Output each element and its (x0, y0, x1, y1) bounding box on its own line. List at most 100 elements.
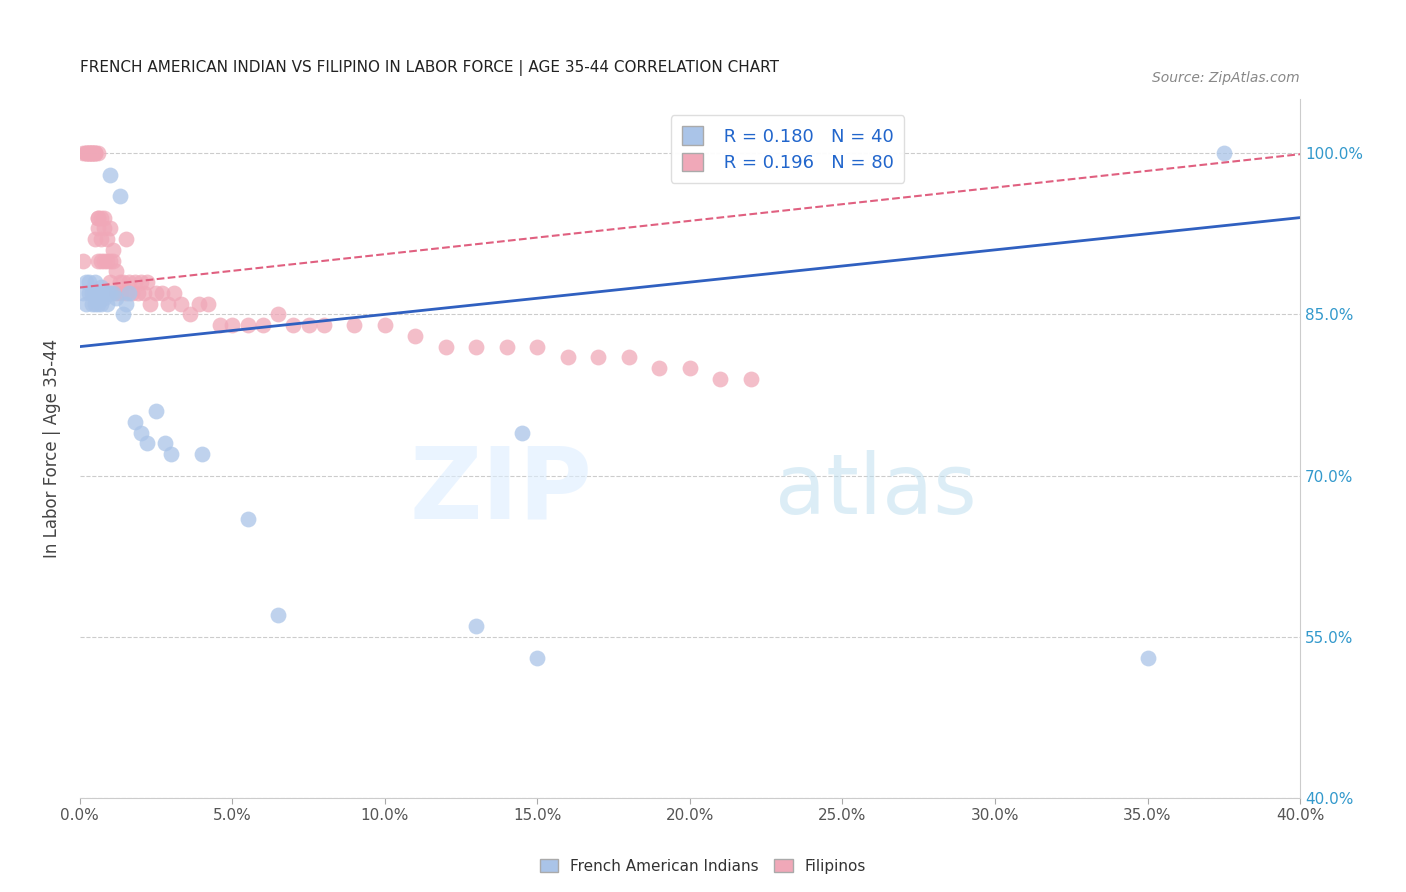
Point (648, 361, 671, 376)
Legend: French American Indians, Filipinos: French American Indians, Filipinos (534, 853, 872, 880)
Point (1212, 146, 1234, 161)
Point (129, 275, 152, 289)
Point (75, 146, 97, 161)
Point (155, 436, 177, 450)
Point (77, 146, 100, 161)
Point (100, 221, 122, 235)
Point (160, 447, 183, 461)
Point (526, 340, 548, 354)
Point (87, 211, 110, 225)
Point (87, 221, 110, 235)
Point (84, 275, 107, 289)
Point (617, 351, 640, 365)
Point (236, 511, 259, 525)
Point (72, 146, 94, 161)
Point (221, 318, 243, 332)
Point (84, 146, 107, 161)
Point (84, 146, 107, 161)
Point (90, 280, 112, 294)
Point (114, 296, 136, 310)
Text: FRENCH AMERICAN INDIAN VS FILIPINO IN LABOR FORCE | AGE 35-44 CORRELATION CHART: FRENCH AMERICAN INDIAN VS FILIPINO IN LA… (80, 60, 779, 76)
Text: atlas: atlas (775, 450, 977, 531)
Point (80, 296, 103, 310)
Point (72, 285, 94, 300)
Point (374, 318, 396, 332)
Point (496, 340, 519, 354)
Point (118, 285, 141, 300)
Point (103, 285, 125, 300)
Point (87, 146, 110, 161)
Point (75, 275, 97, 289)
Point (118, 275, 141, 289)
Point (100, 253, 122, 268)
Point (77, 146, 100, 161)
Point (124, 275, 146, 289)
Point (312, 318, 335, 332)
Point (163, 285, 186, 300)
Point (108, 275, 131, 289)
Point (114, 285, 136, 300)
Point (75, 146, 97, 161)
Point (77, 146, 100, 161)
Point (84, 285, 107, 300)
Point (145, 285, 167, 300)
Point (139, 296, 162, 310)
Point (103, 253, 125, 268)
Point (75, 296, 97, 310)
Point (77, 285, 100, 300)
Point (343, 318, 366, 332)
Point (93, 291, 115, 305)
Point (124, 415, 146, 429)
Point (510, 425, 533, 440)
Point (77, 146, 100, 161)
Point (80, 146, 103, 161)
Point (136, 436, 159, 450)
Point (96, 296, 118, 310)
Point (105, 264, 128, 278)
Point (114, 232, 136, 246)
Point (100, 168, 122, 182)
Point (187, 296, 209, 310)
Point (404, 329, 426, 343)
Point (588, 351, 610, 365)
Point (298, 318, 321, 332)
Point (157, 296, 180, 310)
Point (75, 146, 97, 161)
Point (87, 296, 110, 310)
Point (108, 189, 131, 203)
Point (191, 447, 214, 461)
Point (150, 285, 173, 300)
Point (111, 275, 134, 289)
Point (87, 211, 110, 225)
Point (87, 253, 110, 268)
Point (80, 146, 103, 161)
Point (136, 275, 159, 289)
Point (100, 275, 122, 289)
Point (169, 296, 191, 310)
Text: Source: ZipAtlas.com: Source: ZipAtlas.com (1153, 71, 1301, 86)
Text: ZIP: ZIP (409, 442, 592, 539)
Point (179, 307, 201, 321)
Legend:  R = 0.180   N = 40,  R = 0.196   N = 80: R = 0.180 N = 40, R = 0.196 N = 80 (671, 115, 904, 183)
Point (87, 285, 110, 300)
Point (80, 146, 103, 161)
Point (77, 275, 100, 289)
Point (84, 296, 107, 310)
Point (90, 253, 112, 268)
Point (96, 232, 118, 246)
Point (105, 285, 128, 300)
Point (526, 651, 548, 665)
Point (100, 285, 122, 300)
Point (93, 221, 115, 235)
Point (465, 340, 488, 354)
Point (132, 285, 155, 300)
Point (93, 211, 115, 225)
Point (121, 285, 143, 300)
Point (252, 318, 274, 332)
Point (209, 318, 232, 332)
Point (80, 146, 103, 161)
Point (103, 243, 125, 257)
Point (90, 296, 112, 310)
Point (1136, 651, 1159, 665)
Point (197, 296, 219, 310)
